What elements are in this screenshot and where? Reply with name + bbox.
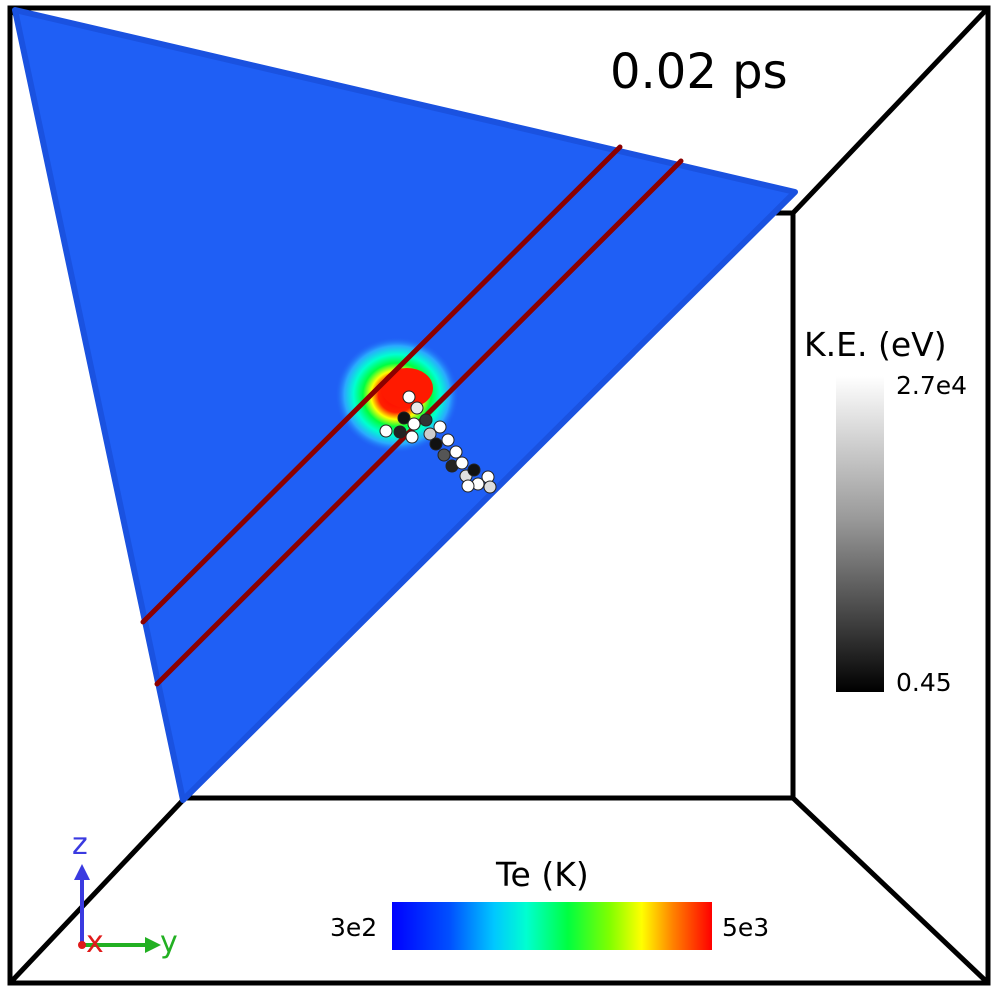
cascade-atoms [379,390,497,494]
ke-colorbar-title: K.E. (eV) [804,325,947,364]
x-axis-label: x [86,925,104,960]
ke-colorbar [836,376,884,692]
ke-colorbar-max: 2.7e4 [896,371,968,400]
te-colorbar-title: Te (K) [496,855,589,894]
axes-triad [74,864,161,953]
te-colorbar-max: 5e3 [722,913,770,942]
y-axis-label: y [160,925,178,960]
te-colorbar-min: 3e2 [330,913,378,942]
te-colorbar [392,902,712,950]
z-axis-label: z [72,827,88,862]
track-line-upper [140,144,623,625]
ke-colorbar-min: 0.45 [896,668,952,697]
time-label: 0.02 ps [610,44,788,100]
x-axis-dot [78,941,86,949]
